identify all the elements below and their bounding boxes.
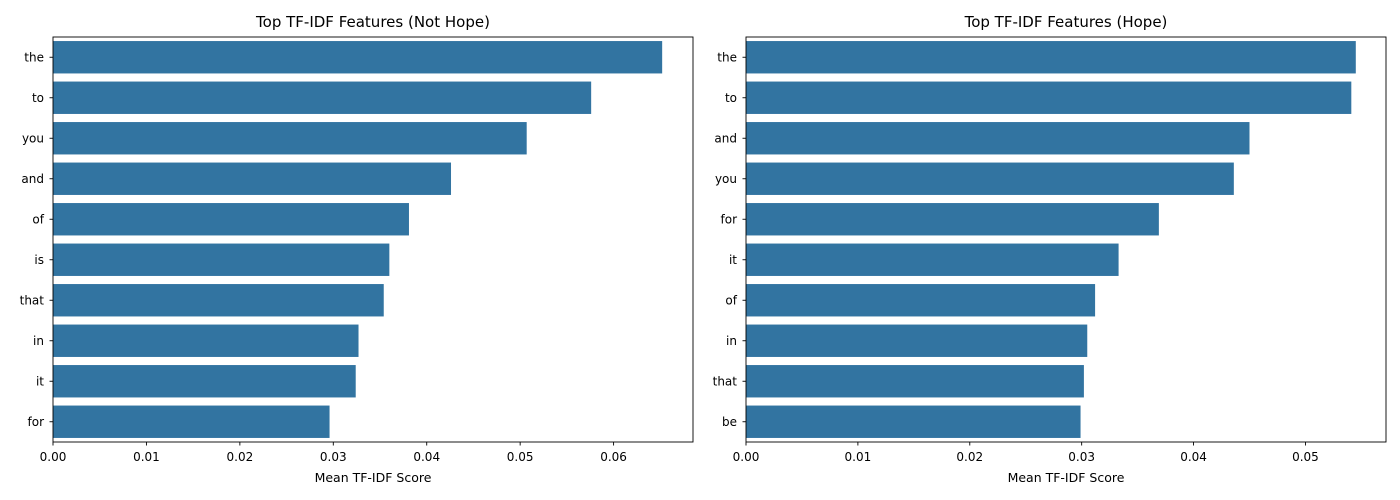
y-tick-label: for xyxy=(721,212,738,226)
y-tick-label: it xyxy=(36,374,44,388)
y-tick-label: to xyxy=(32,91,44,105)
bar xyxy=(746,243,1119,276)
bar xyxy=(746,162,1234,195)
x-tick-label: 0.03 xyxy=(1068,450,1095,464)
bar xyxy=(53,41,663,74)
y-tick-label: that xyxy=(713,374,738,388)
y-tick-label: of xyxy=(725,293,737,307)
x-tick-label: 0.05 xyxy=(507,450,534,464)
axes-frame xyxy=(745,36,1387,443)
bar xyxy=(53,243,390,276)
chart-title: Top TF-IDF Features (Hope) xyxy=(964,13,1168,31)
x-tick-label: 0.02 xyxy=(956,450,983,464)
chart-title: Top TF-IDF Features (Not Hope) xyxy=(255,13,490,31)
x-axis-label: Mean TF-IDF Score xyxy=(1008,470,1125,485)
bar xyxy=(746,324,1088,357)
chart-panel-1: the to you and of is that in it for 0.00 0.01 0.02 0.… xyxy=(20,13,694,485)
bar xyxy=(746,365,1084,398)
y-tick-label: be xyxy=(722,415,737,429)
x-tick-label: 0.01 xyxy=(133,450,160,464)
bar xyxy=(53,203,409,236)
bar xyxy=(746,284,1096,317)
chart-panel-2: the to and you for it of in that be 0.00 0.01 0.02 0.… xyxy=(713,13,1387,485)
y-tick-label: in xyxy=(726,334,737,348)
x-tick-label: 0.06 xyxy=(600,450,627,464)
y-tick-label: is xyxy=(34,253,44,267)
x-tick-label: 0.03 xyxy=(320,450,347,464)
y-tick-label: that xyxy=(20,293,45,307)
bar xyxy=(746,122,1250,155)
bar xyxy=(53,324,359,357)
y-tick-label: the xyxy=(717,50,737,64)
bar xyxy=(53,81,592,114)
x-tick-label: 0.04 xyxy=(413,450,440,464)
x-axis-label: Mean TF-IDF Score xyxy=(315,470,432,485)
y-tick-label: for xyxy=(28,415,45,429)
bar xyxy=(746,41,1356,74)
bar xyxy=(53,405,330,438)
bar xyxy=(746,405,1081,438)
x-tick-label: 0.02 xyxy=(227,450,254,464)
y-tick-label: and xyxy=(714,131,737,145)
x-tick-label: 0.01 xyxy=(845,450,872,464)
y-tick-label: the xyxy=(24,50,44,64)
y-tick-label: and xyxy=(21,172,44,186)
bar xyxy=(53,284,384,317)
bar xyxy=(746,203,1159,236)
y-tick-label: you xyxy=(715,172,737,186)
x-tick-label: 0.04 xyxy=(1180,450,1207,464)
x-tick-label: 0.00 xyxy=(733,450,760,464)
bar xyxy=(53,122,527,155)
y-tick-label: you xyxy=(22,131,44,145)
y-tick-label: in xyxy=(33,334,44,348)
bar xyxy=(53,162,452,195)
y-tick-label: of xyxy=(32,212,44,226)
y-tick-label: it xyxy=(729,253,737,267)
axes-frame xyxy=(52,36,694,443)
y-tick-label: to xyxy=(725,91,737,105)
bar xyxy=(746,81,1352,114)
x-tick-label: 0.00 xyxy=(40,450,67,464)
bar xyxy=(53,365,356,398)
x-tick-label: 0.05 xyxy=(1292,450,1319,464)
